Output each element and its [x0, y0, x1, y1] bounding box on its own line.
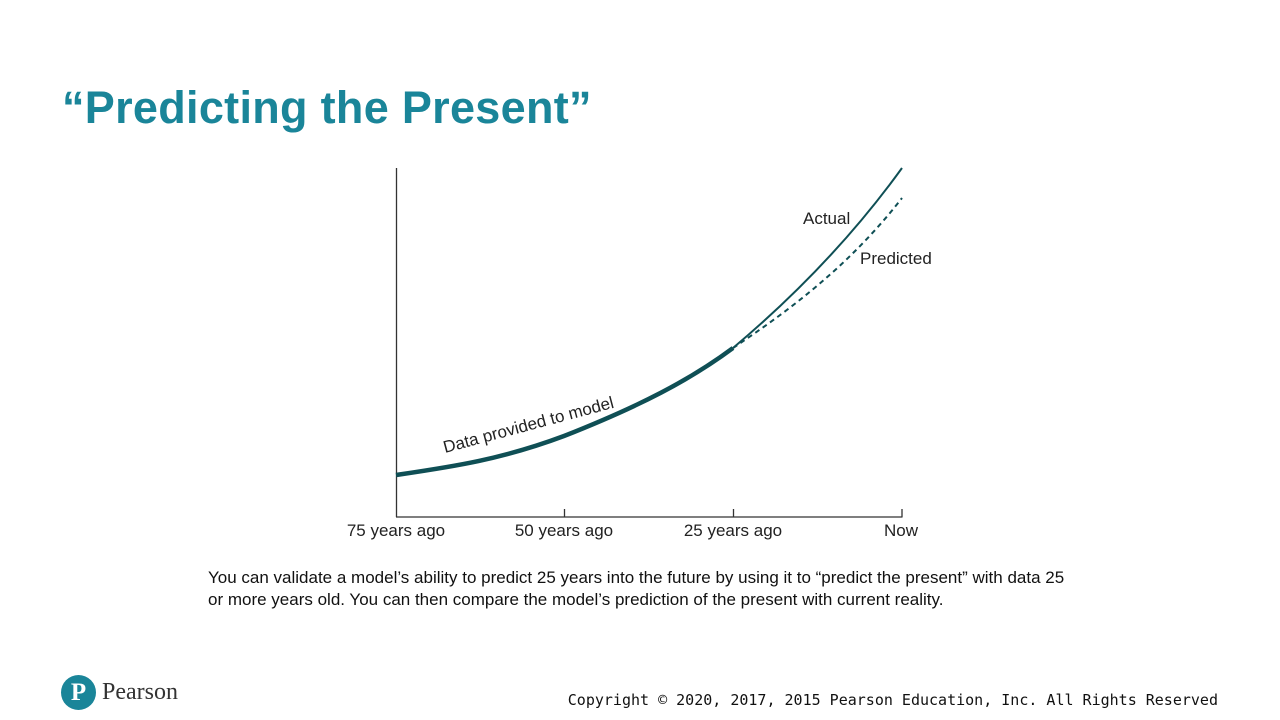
x-tick-label: 25 years ago — [684, 521, 782, 540]
pearson-logo: P Pearson — [61, 675, 178, 710]
slide-caption: You can validate a model’s ability to pr… — [208, 568, 1065, 609]
actual-label: Actual — [803, 209, 850, 228]
copyright-notice: Copyright © 2020, 2017, 2015 Pearson Edu… — [567, 691, 1218, 709]
x-tick-label: 75 years ago — [347, 521, 445, 540]
x-tick-label: Now — [884, 521, 919, 540]
actual-curve — [732, 167, 903, 349]
x-tick-label: 50 years ago — [515, 521, 613, 540]
predicted-label: Predicted — [860, 249, 932, 268]
pearson-logo-icon: P — [61, 675, 96, 710]
data-curve — [395, 346, 735, 478]
logo-text: Pearson — [102, 679, 178, 705]
slide-title: “Predicting the Present” — [62, 82, 592, 133]
